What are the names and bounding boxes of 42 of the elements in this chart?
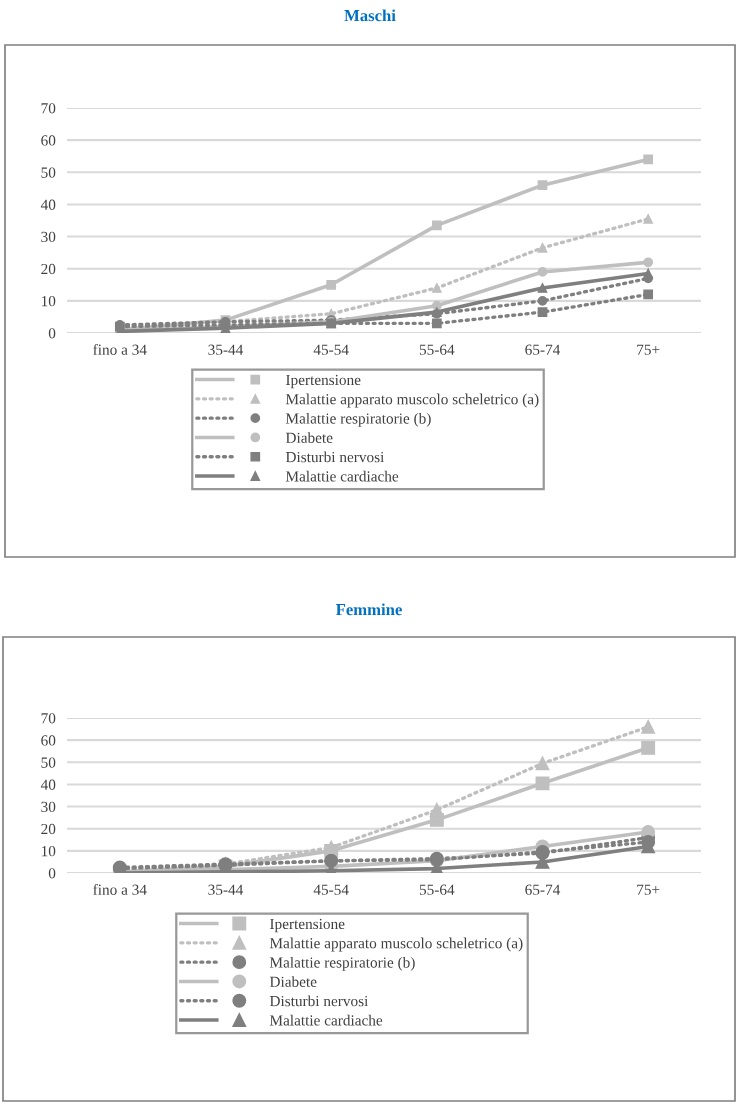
- x-tick-label: 55-64: [419, 344, 455, 355]
- y-tick-label: 50: [41, 757, 56, 768]
- y-tick-label: 20: [41, 263, 56, 275]
- x-tick-label: fino a 34: [93, 883, 147, 895]
- x-tick-label: 65-74: [525, 344, 561, 355]
- chart-title: Maschi: [344, 9, 396, 22]
- legend-label: Ipertensione: [286, 374, 361, 389]
- x-tick-label: 75+: [637, 884, 660, 895]
- x-tick-label: 35-44: [208, 344, 244, 355]
- y-tick-label: 10: [41, 296, 56, 307]
- x-tick-label: 75+: [637, 344, 660, 355]
- y-tick-label: 70: [41, 103, 56, 114]
- y-tick-label: 70: [41, 713, 56, 724]
- legend-label: Diabete: [285, 432, 333, 443]
- legend-label: Malattie cardiache: [285, 470, 399, 482]
- legend-label: Malattie apparato muscolo scheletrico (a): [269, 937, 523, 952]
- legend-label: Malattie cardiache: [269, 1014, 383, 1026]
- x-tick-label: 35-44: [208, 884, 244, 895]
- y-tick-label: 60: [41, 135, 56, 146]
- y-tick-label: 0: [48, 868, 56, 879]
- legend-label: Malattie respiratorie (b): [269, 956, 415, 971]
- legend-label: Disturbi nervosi: [285, 451, 385, 463]
- x-tick-label: fino a 34: [93, 343, 147, 355]
- x-tick-label: 45-54: [313, 884, 349, 895]
- y-tick-label: 40: [40, 199, 56, 210]
- y-tick-label: 30: [41, 801, 56, 813]
- x-tick-label: 45-54: [313, 344, 349, 355]
- y-tick-label: 40: [40, 779, 56, 790]
- legend-label: Ipertensione: [270, 918, 345, 933]
- y-tick-label: 30: [41, 231, 56, 243]
- y-tick-label: 0: [48, 328, 56, 339]
- y-tick-label: 50: [41, 167, 56, 178]
- legend-label: Malattie apparato muscolo scheletrico (a): [285, 393, 539, 408]
- x-tick-label: 55-64: [419, 884, 455, 895]
- x-tick-label: 65-74: [525, 884, 561, 895]
- legend-label: Disturbi nervosi: [269, 995, 369, 1007]
- y-tick-label: 60: [41, 735, 56, 746]
- legend-label: Diabete: [269, 976, 317, 987]
- chart-title: Femmine: [335, 603, 402, 616]
- y-tick-label: 10: [41, 846, 56, 857]
- y-tick-label: 20: [41, 823, 56, 835]
- legend-label: Malattie respiratorie (b): [285, 412, 431, 427]
